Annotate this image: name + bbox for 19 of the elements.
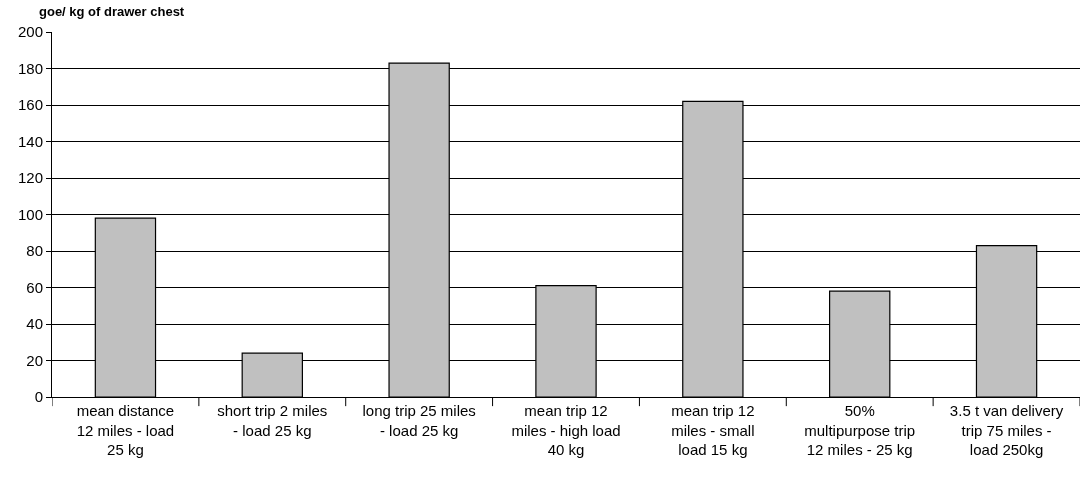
y-tick-label: 140 — [17, 132, 43, 150]
x-tick-label: mean trip 12 miles - high load 40 kg — [511, 402, 621, 458]
x-tick-label: long trip 25 miles - load 25 kg — [362, 402, 476, 439]
y-tick-label: 60 — [26, 278, 43, 296]
x-tick-label: 3.5 t van delivery trip 75 miles - load 250kg — [949, 402, 1064, 458]
y-tick-label: 80 — [26, 242, 43, 260]
y-tick-label: 120 — [17, 169, 43, 187]
x-tick-label: short trip 2 miles - load 25 kg — [217, 402, 328, 439]
y-tick-label: 20 — [26, 351, 43, 369]
y-axis-title: goe/ kg of drawer chest — [39, 4, 185, 19]
x-tick-label: mean distance 12 miles - load 25 kg — [76, 402, 175, 458]
x-tick-label: mean trip 12 miles - small load 15 kg — [671, 402, 755, 458]
y-tick-label: 0 — [34, 388, 43, 406]
x-tick-label: 50% multipurpose trip 12 miles - 25 kg — [804, 402, 916, 458]
y-tick-label: 180 — [17, 59, 43, 77]
y-tick-label: 200 — [17, 23, 43, 41]
y-tick-label: 160 — [17, 96, 43, 114]
y-tick-label: 100 — [17, 205, 43, 223]
y-tick-label: 40 — [26, 315, 43, 333]
